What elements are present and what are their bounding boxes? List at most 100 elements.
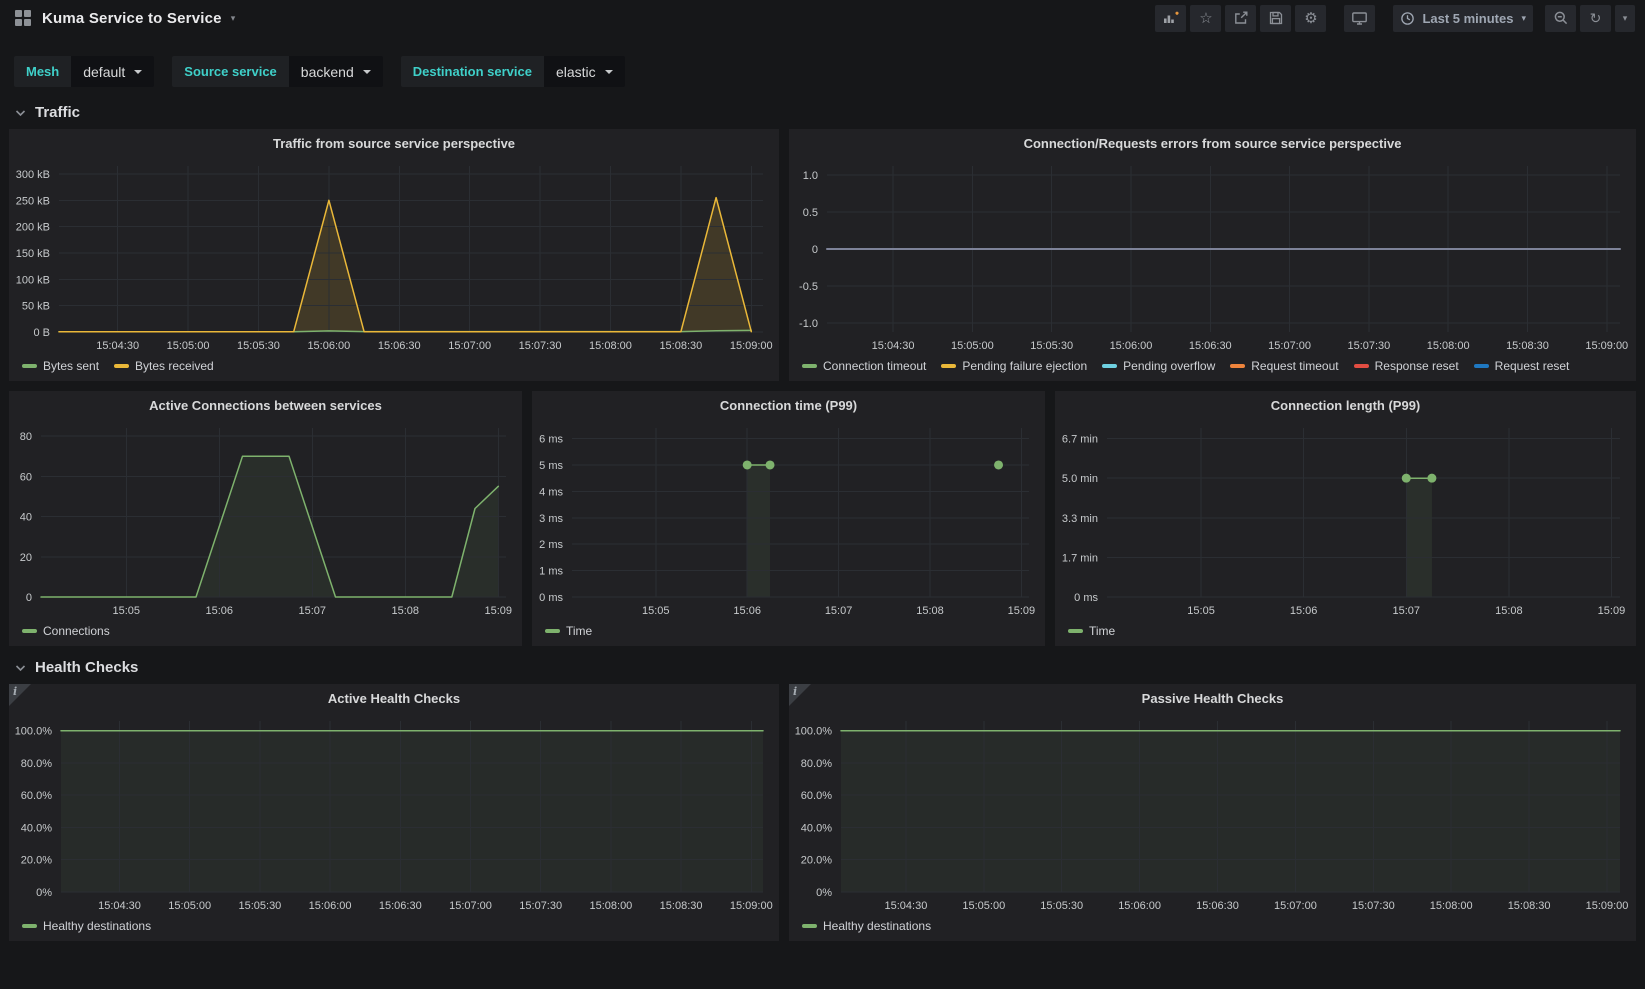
panel-info-icon[interactable]: i xyxy=(789,684,811,706)
svg-text:15:07:00: 15:07:00 xyxy=(449,900,492,912)
svg-text:15:05:00: 15:05:00 xyxy=(951,340,994,352)
panel-title[interactable]: Active Connections between services xyxy=(9,394,522,418)
legend-item[interactable]: Time xyxy=(1068,624,1115,638)
svg-text:40.0%: 40.0% xyxy=(21,822,52,834)
variable-mesh-dropdown[interactable]: default xyxy=(71,56,154,87)
connection-time-legend: Time xyxy=(532,621,1045,646)
svg-text:15:08:00: 15:08:00 xyxy=(589,900,632,912)
row-header-traffic[interactable]: Traffic xyxy=(9,95,1636,129)
panel-title[interactable]: Passive Health Checks xyxy=(789,687,1636,711)
svg-text:15:06:30: 15:06:30 xyxy=(379,900,422,912)
svg-text:15:09: 15:09 xyxy=(484,605,512,617)
legend-item[interactable]: Pending overflow xyxy=(1102,359,1215,373)
svg-text:15:05:00: 15:05:00 xyxy=(167,340,210,352)
legend-item[interactable]: Time xyxy=(545,624,592,638)
connection-time-chart[interactable]: 0 ms1 ms2 ms3 ms4 ms5 ms6 ms15:0515:0615… xyxy=(532,418,1045,621)
svg-text:15:09:00: 15:09:00 xyxy=(730,340,773,352)
panel-title[interactable]: Connection time (P99) xyxy=(532,394,1045,418)
svg-text:15:07:30: 15:07:30 xyxy=(519,900,562,912)
panel-title[interactable]: Connection length (P99) xyxy=(1055,394,1636,418)
dashboard-grid-icon[interactable] xyxy=(15,10,31,26)
svg-text:0 ms: 0 ms xyxy=(539,592,563,604)
svg-text:15:04:30: 15:04:30 xyxy=(872,340,915,352)
legend-item[interactable]: Request reset xyxy=(1474,359,1570,373)
panel-title[interactable]: Traffic from source service perspective xyxy=(9,132,779,156)
row-header-health-checks[interactable]: Health Checks xyxy=(9,650,1636,684)
connection-length-legend: Time xyxy=(1055,621,1636,646)
legend-label: Request timeout xyxy=(1251,359,1338,373)
variable-source-service-dropdown[interactable]: backend xyxy=(289,56,383,87)
svg-text:15:09: 15:09 xyxy=(1008,605,1036,617)
info-letter: i xyxy=(13,685,17,698)
add-panel-button[interactable] xyxy=(1155,5,1186,32)
svg-text:3.3 min: 3.3 min xyxy=(1062,513,1098,525)
svg-text:150 kB: 150 kB xyxy=(16,248,50,260)
traffic-legend: Bytes sent Bytes received xyxy=(9,356,779,381)
panel-traffic: Traffic from source service perspective … xyxy=(9,129,779,381)
legend-item[interactable]: Bytes sent xyxy=(22,359,99,373)
legend-item[interactable]: Connections xyxy=(22,624,110,638)
variable-label: Mesh xyxy=(14,56,71,87)
time-range-picker[interactable]: Last 5 minutes ▾ xyxy=(1393,5,1533,32)
svg-text:15:06:00: 15:06:00 xyxy=(309,900,352,912)
connection-errors-chart[interactable]: -1.0-0.500.51.015:04:3015:05:0015:05:301… xyxy=(789,156,1636,356)
svg-text:15:09: 15:09 xyxy=(1598,605,1626,617)
svg-text:15:08:30: 15:08:30 xyxy=(1508,900,1551,912)
svg-text:20: 20 xyxy=(20,552,32,564)
share-dashboard-button[interactable] xyxy=(1225,5,1256,32)
svg-text:80.0%: 80.0% xyxy=(21,758,52,770)
svg-text:100 kB: 100 kB xyxy=(16,274,50,286)
caret-down-icon xyxy=(134,70,142,78)
svg-text:15:07:30: 15:07:30 xyxy=(519,340,562,352)
svg-text:15:05:00: 15:05:00 xyxy=(962,900,1005,912)
legend-item[interactable]: Request timeout xyxy=(1230,359,1338,373)
passive-health-checks-chart[interactable]: 0%20.0%40.0%60.0%80.0%100.0%15:04:3015:0… xyxy=(789,711,1636,916)
svg-text:15:08:30: 15:08:30 xyxy=(660,900,703,912)
row-title: Traffic xyxy=(35,104,80,121)
svg-text:15:07: 15:07 xyxy=(298,605,326,617)
svg-text:0 ms: 0 ms xyxy=(1074,592,1098,604)
legend-label: Bytes sent xyxy=(43,359,99,373)
panel-title[interactable]: Active Health Checks xyxy=(9,687,779,711)
connection-length-chart[interactable]: 0 ms1.7 min3.3 min5.0 min6.7 min15:0515:… xyxy=(1055,418,1636,621)
active-health-checks-chart[interactable]: 0%20.0%40.0%60.0%80.0%100.0%15:04:3015:0… xyxy=(9,711,779,916)
zoom-out-time-button[interactable] xyxy=(1545,5,1576,32)
legend-item[interactable]: Healthy destinations xyxy=(22,919,151,933)
legend-label: Bytes received xyxy=(135,359,214,373)
variable-label: Source service xyxy=(172,56,289,87)
svg-text:1.7 min: 1.7 min xyxy=(1062,552,1098,564)
svg-text:-0.5: -0.5 xyxy=(799,281,818,293)
panel-title[interactable]: Connection/Requests errors from source s… xyxy=(789,132,1636,156)
dashboard-title-caret-icon[interactable]: ▾ xyxy=(231,13,236,24)
svg-text:20.0%: 20.0% xyxy=(801,855,832,867)
svg-text:80.0%: 80.0% xyxy=(801,758,832,770)
variable-destination-service: Destination service elastic xyxy=(401,56,625,87)
caret-down-icon: ▾ xyxy=(1623,13,1628,24)
variable-destination-service-dropdown[interactable]: elastic xyxy=(544,56,625,87)
svg-text:0%: 0% xyxy=(36,887,52,899)
legend-item[interactable]: Pending failure ejection xyxy=(941,359,1087,373)
cycle-view-mode-button[interactable] xyxy=(1344,5,1375,32)
legend-item[interactable]: Connection timeout xyxy=(802,359,926,373)
active-connections-chart[interactable]: 02040608015:0515:0615:0715:0815:09 xyxy=(9,418,522,621)
legend-label: Pending overflow xyxy=(1123,359,1215,373)
refresh-button[interactable]: ↻ xyxy=(1580,5,1611,32)
legend-item[interactable]: Bytes received xyxy=(114,359,214,373)
panel-info-icon[interactable]: i xyxy=(9,684,31,706)
traffic-chart[interactable]: 0 B50 kB100 kB150 kB200 kB250 kB300 kB15… xyxy=(9,156,779,356)
refresh-interval-caret[interactable]: ▾ xyxy=(1615,5,1635,32)
variable-value: default xyxy=(83,64,125,80)
legend-item[interactable]: Healthy destinations xyxy=(802,919,931,933)
dashboard-settings-button[interactable]: ⚙ xyxy=(1295,5,1326,32)
svg-text:15:08:30: 15:08:30 xyxy=(659,340,702,352)
save-dashboard-button[interactable] xyxy=(1260,5,1291,32)
share-icon xyxy=(1233,10,1249,26)
svg-text:6 ms: 6 ms xyxy=(539,434,563,446)
svg-text:15:06: 15:06 xyxy=(205,605,233,617)
legend-item[interactable]: Response reset xyxy=(1354,359,1459,373)
dashboard-body: Traffic Traffic from source service pers… xyxy=(0,95,1645,941)
dashboard-title[interactable]: Kuma Service to Service xyxy=(42,10,222,27)
svg-text:15:07: 15:07 xyxy=(825,605,853,617)
star-dashboard-button[interactable]: ☆ xyxy=(1190,5,1221,32)
panel-active-connections: Active Connections between services 0204… xyxy=(9,391,522,646)
